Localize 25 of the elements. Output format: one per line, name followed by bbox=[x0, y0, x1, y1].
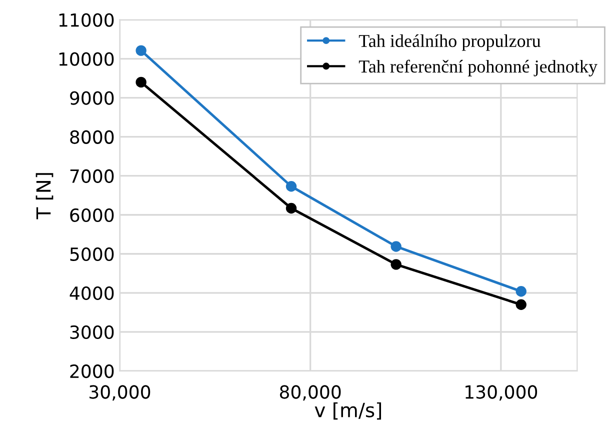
legend-label: Tah referenční pohonné jednotky bbox=[358, 60, 598, 76]
point bbox=[390, 241, 402, 252]
y-tick-label: 3000 bbox=[70, 325, 114, 340]
x-tick-label: 130,000 bbox=[466, 385, 538, 401]
y-tick-label: 6000 bbox=[70, 208, 114, 222]
y-tick-label: 7000 bbox=[70, 169, 114, 183]
point bbox=[286, 181, 297, 192]
y-tick-label: 4000 bbox=[70, 286, 114, 300]
point bbox=[516, 286, 526, 297]
y-tick-label: 10000 bbox=[59, 52, 114, 66]
point bbox=[136, 45, 146, 56]
y-tick-label: 11000 bbox=[59, 13, 114, 27]
y-tick-label: 8000 bbox=[70, 130, 114, 144]
x-axis-title: v [m/s] bbox=[314, 402, 382, 420]
y-tick-label: 9000 bbox=[70, 91, 114, 105]
point bbox=[286, 202, 297, 214]
x-tick-label: 80,000 bbox=[280, 385, 341, 401]
x-tick-label: 30,000 bbox=[90, 385, 150, 401]
y-axis-title: T [N] bbox=[36, 173, 54, 220]
y-tick-label: 5000 bbox=[70, 247, 114, 262]
point bbox=[390, 259, 402, 270]
point bbox=[516, 299, 526, 310]
y-tick-label: 2000 bbox=[70, 364, 114, 378]
legend-label: Tah ideálního propulzoru bbox=[358, 34, 541, 51]
point bbox=[136, 76, 146, 88]
